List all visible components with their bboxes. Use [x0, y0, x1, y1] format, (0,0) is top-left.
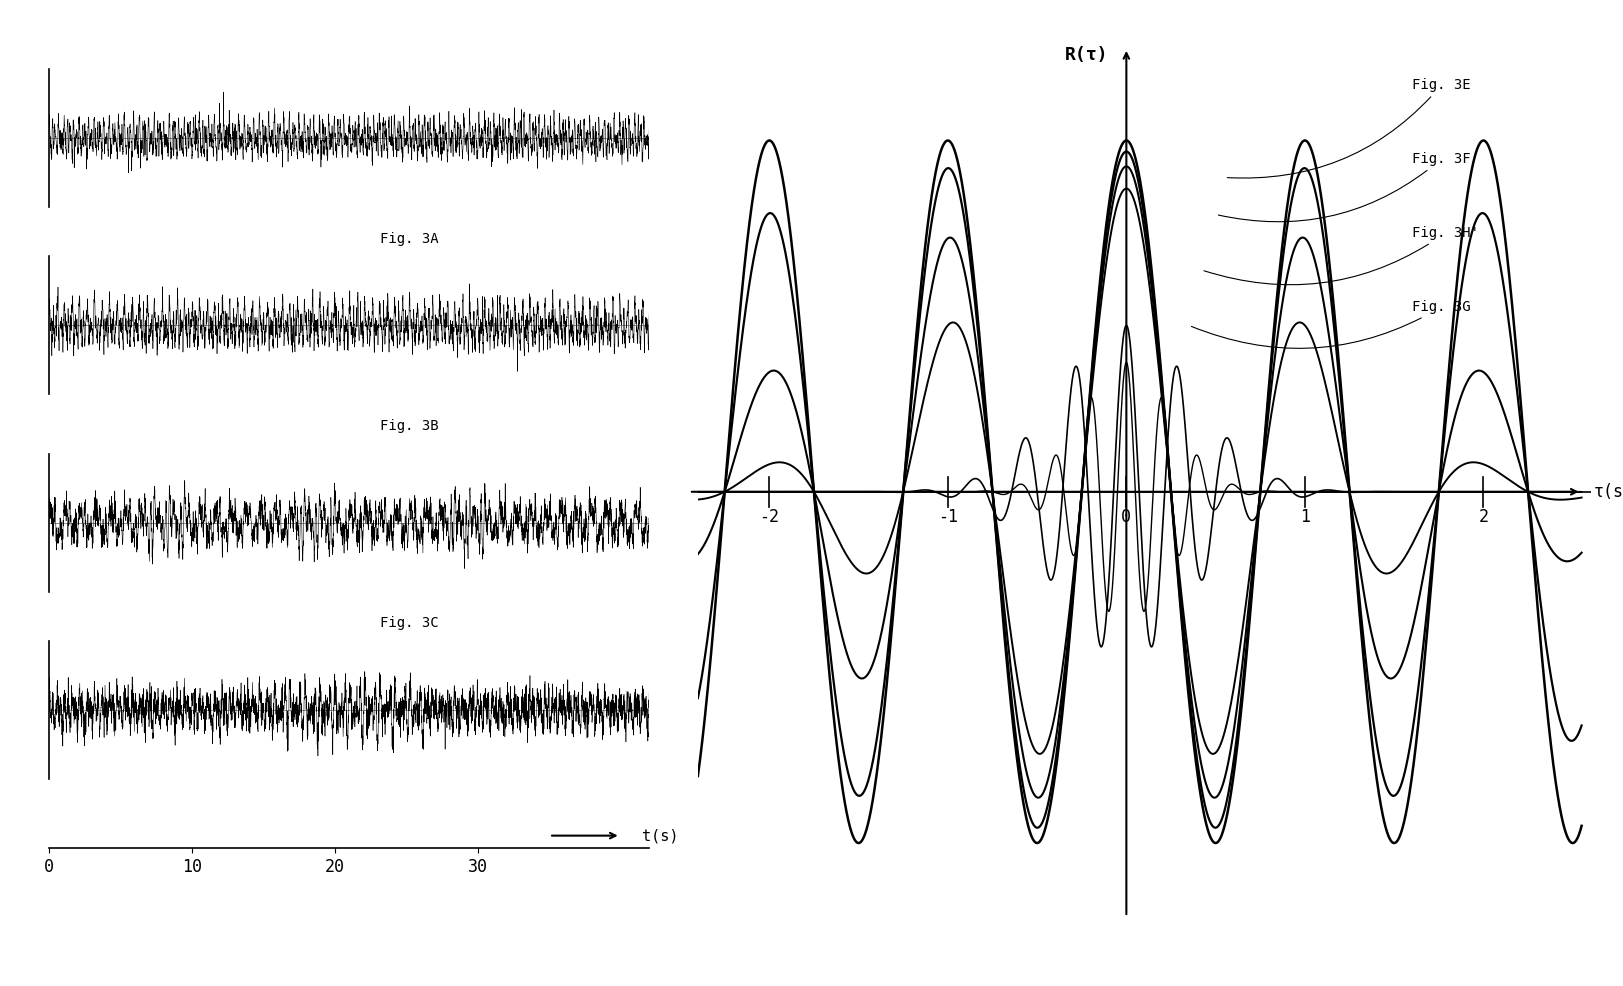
- Text: 0: 0: [1121, 509, 1131, 527]
- Text: 1: 1: [1300, 509, 1310, 527]
- Text: Fig. 3B: Fig. 3B: [380, 419, 438, 433]
- Text: Fig. 3A: Fig. 3A: [380, 232, 438, 246]
- Text: Fig. 3C: Fig. 3C: [380, 616, 438, 630]
- Text: -1: -1: [938, 509, 958, 527]
- Text: t(s): t(s): [643, 828, 678, 843]
- Text: Fig. 3H': Fig. 3H': [1204, 226, 1479, 285]
- Text: Fig. 3E: Fig. 3E: [1227, 78, 1470, 178]
- Text: τ(s): τ(s): [1594, 483, 1623, 501]
- Text: Fig. 3D: Fig. 3D: [380, 804, 438, 817]
- Text: Fig. 3G: Fig. 3G: [1191, 300, 1470, 348]
- Text: Fig. 3F: Fig. 3F: [1219, 152, 1470, 222]
- Text: R(τ): R(τ): [1065, 46, 1109, 64]
- Text: -2: -2: [760, 509, 779, 527]
- Text: 2: 2: [1479, 509, 1488, 527]
